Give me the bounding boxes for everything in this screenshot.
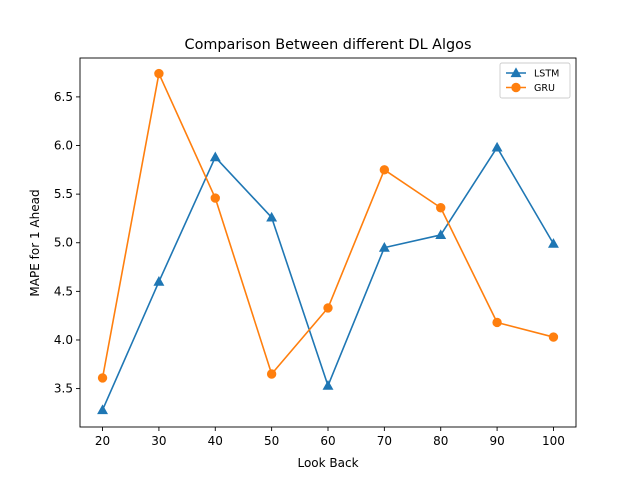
legend-marker-lstm	[510, 67, 522, 78]
data-point-lstm	[209, 151, 221, 162]
x-tick-label: 90	[489, 434, 504, 448]
data-point-gru	[97, 373, 108, 383]
data-point-lstm	[322, 380, 334, 390]
y-tick-label: 5.5	[54, 187, 73, 201]
legend: LSTM GRU	[499, 62, 571, 99]
x-tick-label: 70	[377, 434, 392, 448]
data-point-lstm	[435, 229, 447, 240]
x-axis: 20 30 40 50 60 70 80 90 100	[95, 427, 565, 448]
legend-label-gru: GRU	[534, 83, 555, 94]
legend-marker-gru	[511, 82, 521, 93]
plot-area	[79, 57, 577, 428]
x-tick-label: 50	[264, 434, 279, 448]
x-tick-label: 80	[433, 434, 448, 448]
data-point-gru	[154, 68, 164, 79]
data-point-gru	[266, 369, 277, 379]
x-tick-label: 100	[542, 434, 565, 448]
x-tick-label: 20	[95, 434, 110, 448]
data-point-lstm	[97, 404, 108, 415]
x-tick-label: 60	[320, 434, 335, 448]
y-tick-label: 5.0	[54, 236, 73, 250]
legend-label-lstm: LSTM	[534, 69, 559, 80]
data-point-gru	[548, 332, 559, 342]
y-tick-label: 3.5	[54, 382, 73, 396]
y-axis-label: MAPE for 1 Ahead	[28, 189, 42, 296]
data-point-gru	[210, 193, 220, 203]
data-point-lstm	[491, 141, 503, 152]
x-tick-label: 40	[208, 434, 223, 448]
x-tick-label: 30	[151, 434, 166, 448]
y-tick-label: 4.0	[54, 333, 73, 347]
data-point-gru	[436, 203, 446, 213]
y-tick-label: 6.0	[54, 139, 73, 153]
x-axis-label: Look Back	[297, 456, 358, 470]
y-tick-label: 4.5	[54, 284, 73, 298]
data-point-gru	[323, 303, 333, 313]
data-point-gru	[492, 317, 502, 328]
data-point-lstm	[266, 211, 278, 222]
data-point-lstm	[153, 276, 165, 286]
data-point-gru	[379, 165, 390, 175]
data-point-lstm	[548, 238, 559, 248]
y-axis: 3.5 4.0 4.5 5.0 5.5 6.0 6.5	[54, 90, 80, 396]
chart-title: Comparison Between different DL Algos	[185, 37, 472, 53]
data-point-lstm	[378, 241, 390, 252]
y-tick-label: 6.5	[54, 90, 73, 104]
